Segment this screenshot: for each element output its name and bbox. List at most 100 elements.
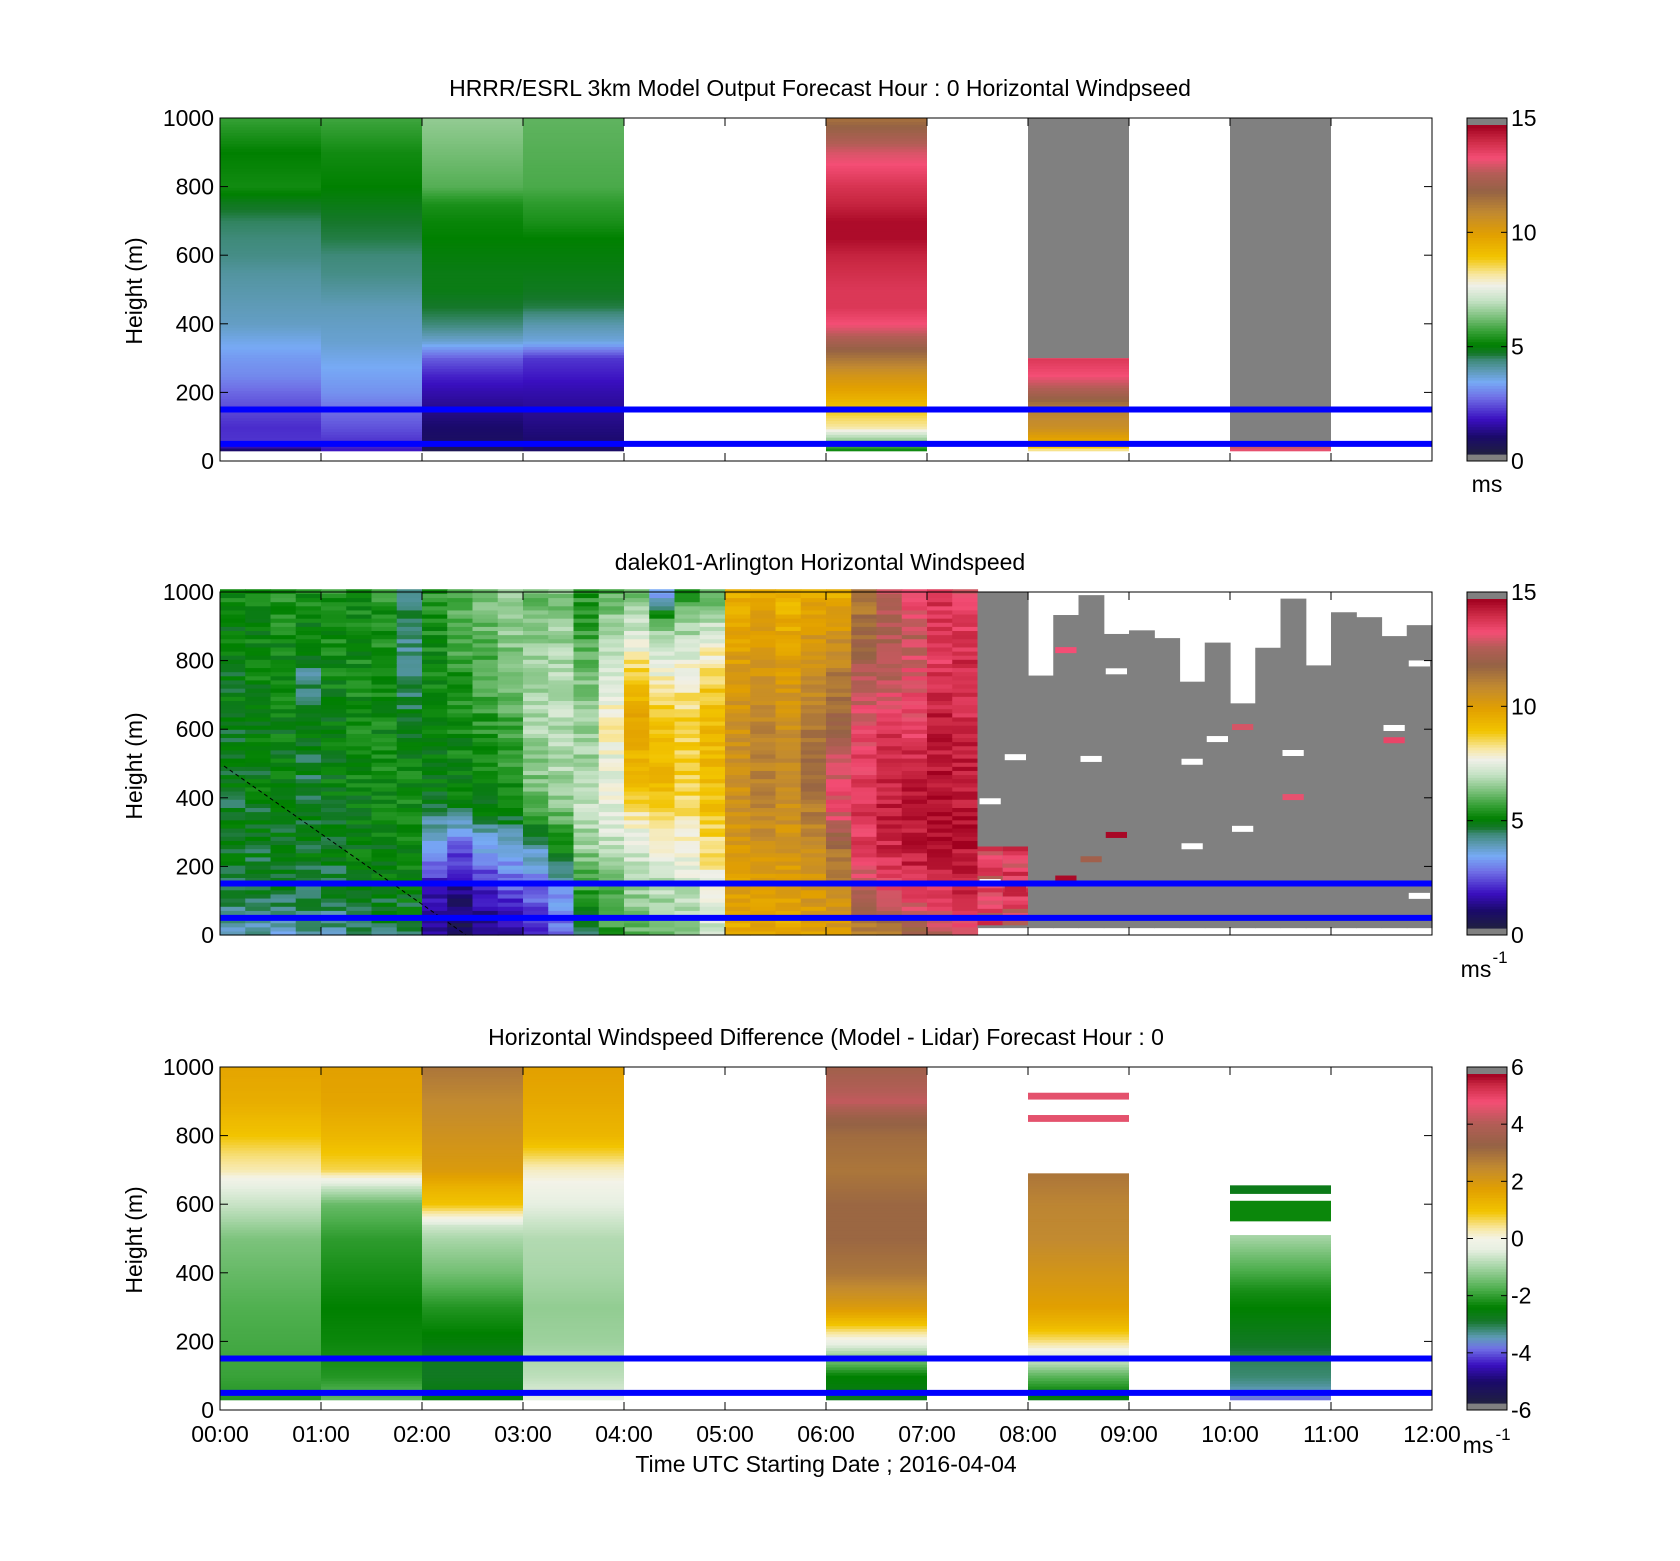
heatmap-cell — [1028, 368, 1129, 372]
lidar-cell — [371, 667, 398, 673]
heatmap-cell — [220, 1169, 321, 1173]
colorbar-segment — [1467, 185, 1507, 189]
heatmap-cell — [220, 168, 321, 172]
lidar-cell — [245, 893, 272, 899]
lidar-cell — [750, 786, 777, 792]
colorbar-segment — [1467, 763, 1507, 767]
heatmap-cell — [1230, 1328, 1331, 1332]
lidar-cell — [952, 659, 979, 664]
lidar-cell — [598, 803, 625, 809]
heatmap-cell — [1028, 1322, 1129, 1327]
heatmap-cell — [422, 1097, 523, 1102]
lidar-cell — [220, 815, 246, 821]
heatmap-cell — [1028, 1185, 1129, 1190]
heatmap-cell — [422, 346, 523, 350]
lidar-cell — [371, 774, 398, 780]
lidar-cell — [750, 790, 777, 796]
lidar-cell — [270, 827, 297, 833]
lidar-cell — [901, 770, 928, 776]
lidar-cell — [876, 683, 903, 689]
heatmap-cell — [523, 1366, 624, 1371]
lidar-cell — [725, 716, 751, 722]
heatmap-cell — [523, 338, 624, 342]
heatmap-cell — [523, 417, 624, 422]
lidar-cell — [725, 667, 751, 673]
colorbar-segment — [1467, 1191, 1507, 1196]
lidar-cell — [573, 803, 600, 809]
lidar-cell — [523, 885, 549, 891]
heatmap-cell — [523, 198, 624, 202]
lidar-cell — [422, 778, 448, 784]
colorbar-segment — [1467, 801, 1507, 806]
colorbar-segment — [1467, 859, 1507, 863]
lidar-cell — [220, 741, 246, 747]
heatmap-cell — [422, 148, 523, 153]
lidar-cell — [295, 869, 322, 874]
colorbar-tick-label: 15 — [1511, 579, 1537, 605]
heatmap-cell — [826, 225, 927, 230]
heatmap-cell — [523, 140, 624, 144]
lidar-cell — [851, 926, 878, 932]
lidar-cell — [497, 782, 524, 788]
heatmap-cell — [523, 1070, 624, 1074]
heatmap-cell — [321, 1251, 422, 1255]
heatmap-cell — [422, 1336, 523, 1340]
colorbar-segment — [1467, 1095, 1507, 1100]
lidar-cell — [927, 671, 953, 677]
lidar-cell — [523, 889, 549, 895]
heatmap-cell — [1230, 1380, 1331, 1384]
lidar-cell — [295, 762, 322, 767]
heatmap-cell — [523, 1130, 624, 1135]
lidar-cell — [851, 667, 878, 673]
lidar-cell — [725, 745, 751, 751]
lidar-cell — [270, 770, 297, 776]
lidar-cell — [699, 782, 726, 788]
lidar-cell — [396, 906, 423, 911]
lidar-cell — [1002, 875, 1029, 881]
heatmap-cell — [523, 1314, 624, 1318]
lidar-cell — [624, 720, 650, 726]
heatmap-cell — [523, 192, 624, 197]
lidar-cell — [472, 679, 499, 685]
heatmap-cell — [321, 1202, 422, 1206]
heatmap-cell — [422, 168, 523, 172]
lidar-cell — [649, 786, 676, 792]
heatmap-cell — [1028, 1287, 1129, 1291]
heatmap-cell — [826, 1224, 927, 1228]
heatmap-cell — [826, 198, 927, 202]
heatmap-cell — [220, 371, 321, 375]
colorbar-segment — [1467, 664, 1507, 669]
lidar-cell — [775, 679, 802, 685]
colorbar-segment — [1467, 382, 1507, 387]
heatmap-cell — [826, 428, 927, 433]
lidar-cell — [851, 856, 878, 862]
heatmap-cell — [1028, 1182, 1129, 1187]
lidar-cell — [624, 609, 650, 615]
heatmap-cell — [321, 332, 422, 337]
lidar-cell — [523, 795, 549, 800]
lidar-cell — [800, 848, 827, 854]
lidar-cell — [699, 708, 726, 714]
lidar-cell — [725, 922, 751, 928]
lidar-cell — [321, 926, 347, 932]
heatmap-cell — [422, 412, 523, 416]
lidar-cell — [775, 910, 802, 916]
lidar-cell — [725, 646, 751, 652]
heatmap-cell — [523, 1213, 624, 1217]
lidar-cell — [245, 733, 272, 739]
heatmap-cell — [826, 1248, 927, 1253]
heatmap-cell — [1028, 1207, 1129, 1211]
heatmap-cell — [321, 165, 422, 169]
heatmap-cell — [1028, 1191, 1129, 1195]
lidar-cell — [826, 688, 852, 693]
lidar-cell — [497, 922, 524, 928]
y-tick-label: 600 — [176, 1191, 214, 1217]
lidar-cell — [245, 716, 272, 722]
lidar-cell — [472, 618, 499, 623]
lidar-cell — [321, 663, 347, 669]
lidar-cell — [725, 696, 751, 701]
heatmap-cell — [321, 1366, 422, 1371]
colorbar-segment — [1467, 207, 1507, 211]
lidar-cell — [447, 782, 474, 788]
lidar-cell — [220, 597, 246, 603]
